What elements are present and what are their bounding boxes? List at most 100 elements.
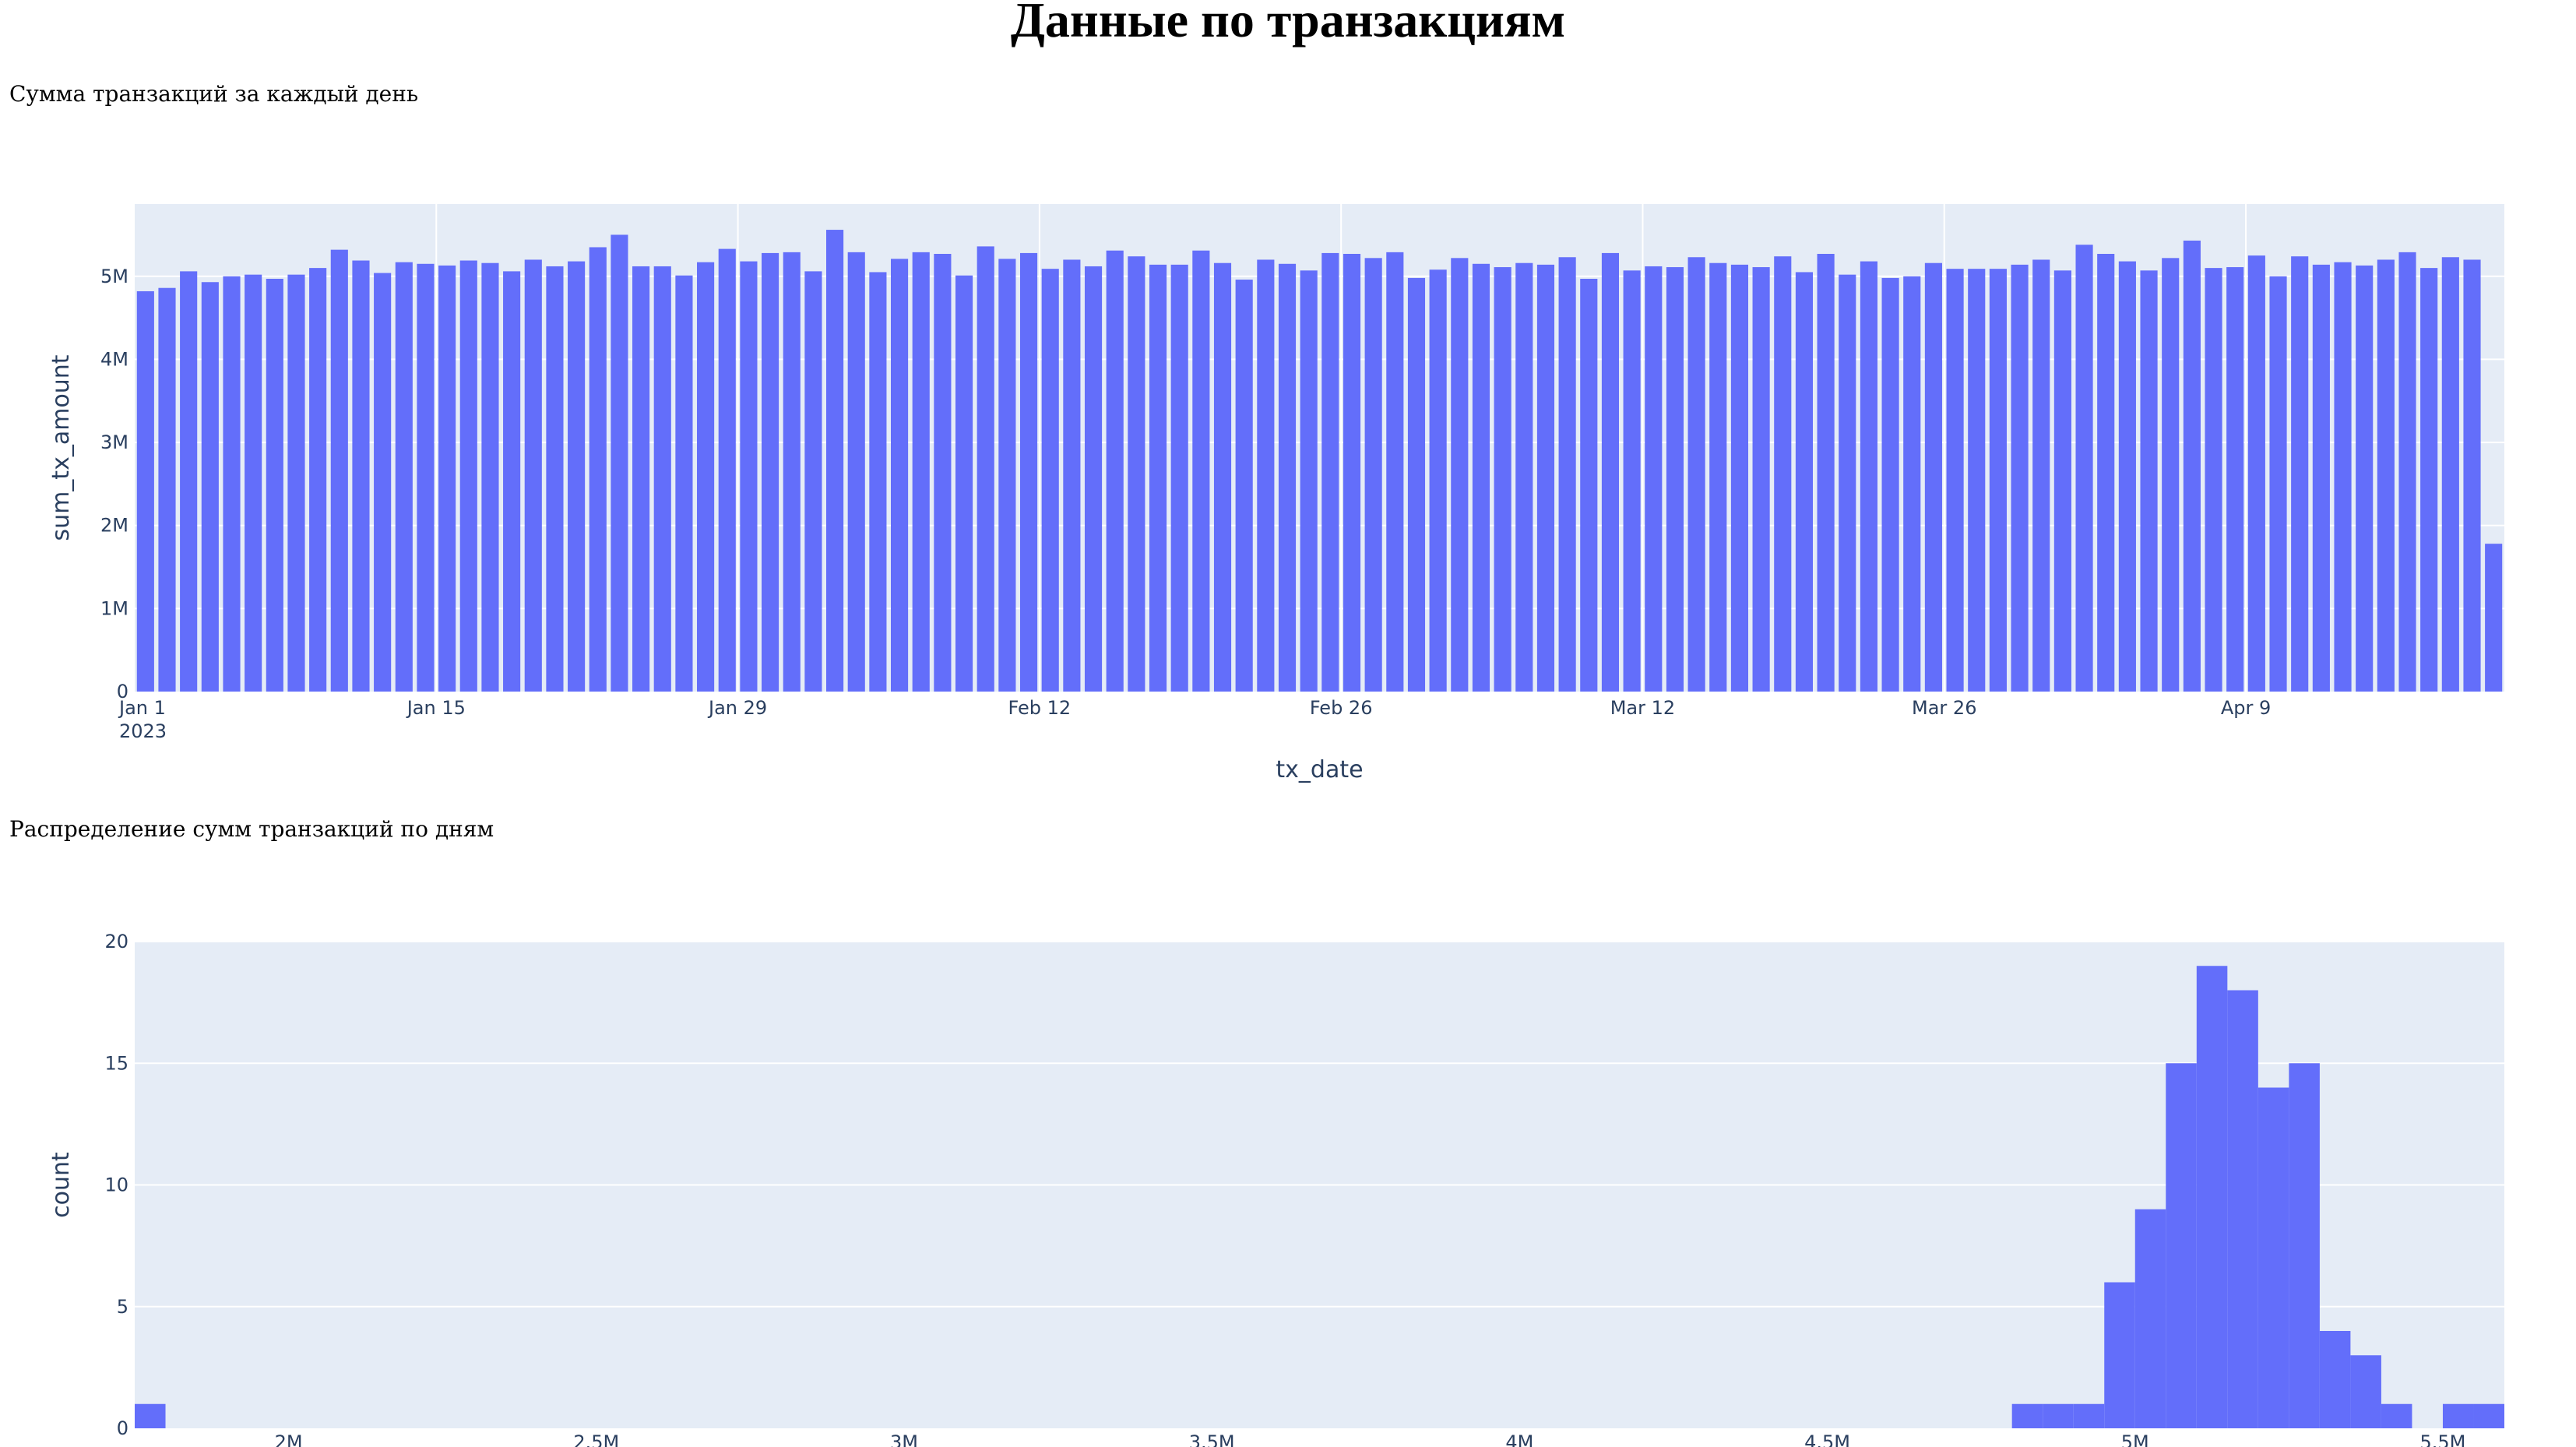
daily-sum-bar [2205, 268, 2222, 692]
histogram-bar [2258, 1087, 2289, 1428]
daily-sum-bar [1429, 269, 1447, 692]
daily-sum-bar [2377, 259, 2395, 692]
daily-sum-bar [2162, 258, 2180, 692]
histogram-bar [2043, 1403, 2074, 1428]
histogram-bar [2166, 1063, 2197, 1428]
daily-sum-bar [438, 265, 456, 692]
daily-sum-bar [568, 261, 586, 692]
x-tick-label: 3M [890, 1431, 918, 1447]
x-tick-label: Jan 29 [707, 697, 767, 719]
daily-sum-bar [847, 252, 865, 692]
daily-sum-bar [1881, 277, 1899, 692]
y-tick-label: 4M [100, 348, 128, 370]
daily-sum-bar [1128, 256, 1145, 692]
daily-sum-bar [1601, 252, 1620, 692]
daily-sum-bar [2334, 262, 2352, 692]
y-tick-label: 2M [100, 515, 128, 537]
daily-sum-bar [740, 261, 758, 692]
daily-sum-bar [1924, 262, 1942, 692]
daily-sum-bar [1300, 270, 1318, 692]
daily-sum-bar [546, 266, 564, 692]
daily-sum-bar [2398, 252, 2416, 692]
daily-sum-bar [266, 278, 283, 692]
daily-sum-bar [1041, 269, 1059, 692]
daily-sum-bar [1666, 267, 1684, 692]
daily-sum-bar [1709, 262, 1727, 692]
y-tick-label: 3M [100, 431, 128, 453]
daily-sum-bar [1364, 258, 1382, 692]
daily-sum-bar [1968, 269, 1986, 692]
daily-sum-bar [395, 262, 413, 692]
daily-sum-bar [1192, 250, 1210, 692]
daily-sum-bar [1623, 270, 1641, 692]
daily-sum-bar [934, 253, 952, 692]
daily-sum-bar [1989, 269, 2007, 692]
daily-sum-bar [2420, 268, 2438, 692]
daily-sum-bar [1149, 264, 1167, 692]
daily-sum-bar [1839, 274, 1856, 692]
daily-sum-bar [1752, 267, 1770, 692]
daily-sum-bar [1019, 252, 1038, 692]
x-axis-title: tx_date [1276, 756, 1363, 783]
y-tick-label: 0 [117, 681, 128, 702]
daily-sum-bar [309, 268, 327, 692]
daily-sum-bar [1343, 253, 1361, 692]
daily-sum-bar [374, 273, 392, 692]
daily-sum-bar [136, 290, 154, 692]
daily-sum-bar [1580, 278, 1598, 692]
histogram-bar [2011, 1403, 2043, 1428]
daily-sum-bar [1472, 263, 1490, 692]
y-tick-label: 15 [104, 1052, 128, 1074]
daily-sum-bar [503, 271, 521, 692]
daily-sum-bar [2118, 261, 2136, 692]
daily-sum-bar [1407, 277, 1426, 692]
daily-sum-bar [697, 262, 715, 692]
histogram-bar [2381, 1403, 2412, 1428]
daily-sum-bar [804, 271, 822, 692]
daily-sum-bar [1063, 259, 1081, 692]
daily-sum-bar [2140, 270, 2158, 692]
daily-sum-bar [1278, 263, 1297, 692]
daily-sum-bar [2011, 264, 2029, 692]
x-tick-label: Feb 12 [1008, 697, 1072, 719]
x-tick-label: 2.5M [573, 1431, 619, 1447]
daily-sum-bar [2053, 270, 2071, 692]
daily-sum-bar [1213, 262, 1232, 692]
daily-sum-bar [1795, 272, 1813, 692]
x-tick-label: 4.5M [1804, 1431, 1850, 1447]
daily-sum-bar [1946, 269, 1964, 692]
x-tick-label: Mar 26 [1912, 697, 1976, 719]
daily-sum-bar [2356, 265, 2374, 692]
y-tick-label: 10 [104, 1174, 128, 1196]
daily-sum-bar [417, 263, 435, 692]
x-tick-label: Apr 9 [2221, 697, 2271, 719]
daily-sum-bar [1860, 261, 1877, 692]
daily-sum-bar [1084, 266, 1103, 692]
daily-sum-bar [481, 262, 499, 692]
daily-sum-bar [998, 259, 1016, 692]
daily-sum-chart-caption: Сумма транзакций за каждый день [9, 81, 419, 107]
daily-sum-bar [1106, 250, 1124, 692]
daily-sum-bar [1386, 252, 1404, 692]
daily-sum-bar [459, 260, 477, 692]
histogram-bar [2073, 1403, 2105, 1428]
daily-sum-bar [524, 259, 542, 692]
daily-sum-bar [783, 252, 801, 692]
daily-sum-bar [632, 266, 650, 692]
daily-sum-bar [589, 247, 607, 692]
daily-sum-bar [1451, 258, 1469, 692]
daily-sum-bar [1774, 256, 1792, 692]
daily-sum-bar [1170, 264, 1188, 692]
daily-sum-bar [912, 252, 930, 692]
x-tick-label: 5M [2121, 1431, 2149, 1447]
histogram-bar [2442, 1403, 2474, 1428]
x-tick-label: Feb 26 [1310, 697, 1373, 719]
daily-sum-bar [611, 234, 628, 692]
daily-sum-bar [287, 274, 305, 692]
x-tick-label: 3.5M [1189, 1431, 1235, 1447]
y-tick-label: 5 [117, 1296, 128, 1318]
daily-sum-bar [330, 249, 348, 692]
daily-sum-bar [1903, 276, 1921, 692]
